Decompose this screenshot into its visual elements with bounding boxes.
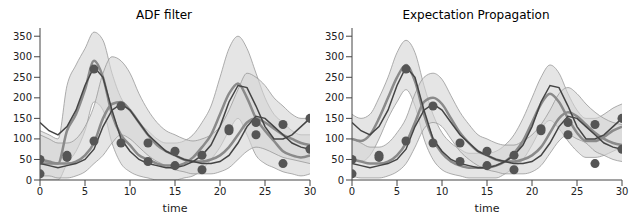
svg-text:25: 25: [259, 186, 272, 197]
svg-text:50: 50: [19, 154, 32, 165]
svg-text:time: time: [475, 202, 500, 212]
svg-text:10: 10: [124, 186, 137, 197]
svg-text:0: 0: [26, 175, 32, 186]
svg-text:100: 100: [325, 133, 344, 144]
svg-text:15: 15: [169, 186, 182, 197]
svg-text:250: 250: [13, 72, 32, 83]
svg-text:200: 200: [325, 92, 344, 103]
svg-text:300: 300: [13, 51, 32, 62]
svg-text:0: 0: [338, 175, 344, 186]
svg-text:100: 100: [13, 133, 32, 144]
svg-text:350: 350: [13, 31, 32, 42]
html-text:Expectation Propagation: Expectation Propagation: [402, 8, 550, 22]
svg-text:5: 5: [394, 186, 400, 197]
svg-text:5: 5: [82, 186, 88, 197]
svg-text:time: time: [163, 202, 188, 212]
svg-text:30: 30: [304, 186, 317, 197]
svg-text:300: 300: [325, 51, 344, 62]
svg-text:0: 0: [37, 186, 43, 197]
svg-text:25: 25: [571, 186, 584, 197]
svg-text:20: 20: [214, 186, 227, 197]
svg-text:250: 250: [325, 72, 344, 83]
svg-text:30: 30: [616, 186, 629, 197]
svg-text:20: 20: [526, 186, 539, 197]
svg-text:150: 150: [13, 113, 32, 124]
svg-text:350: 350: [325, 31, 344, 42]
svg-text:150: 150: [325, 113, 344, 124]
svg-text:10: 10: [436, 186, 449, 197]
svg-text:0: 0: [349, 186, 355, 197]
svg-text:15: 15: [481, 186, 494, 197]
html-text:ADF filter: ADF filter: [136, 8, 192, 22]
svg-text:50: 50: [331, 154, 344, 165]
svg-text:200: 200: [13, 92, 32, 103]
